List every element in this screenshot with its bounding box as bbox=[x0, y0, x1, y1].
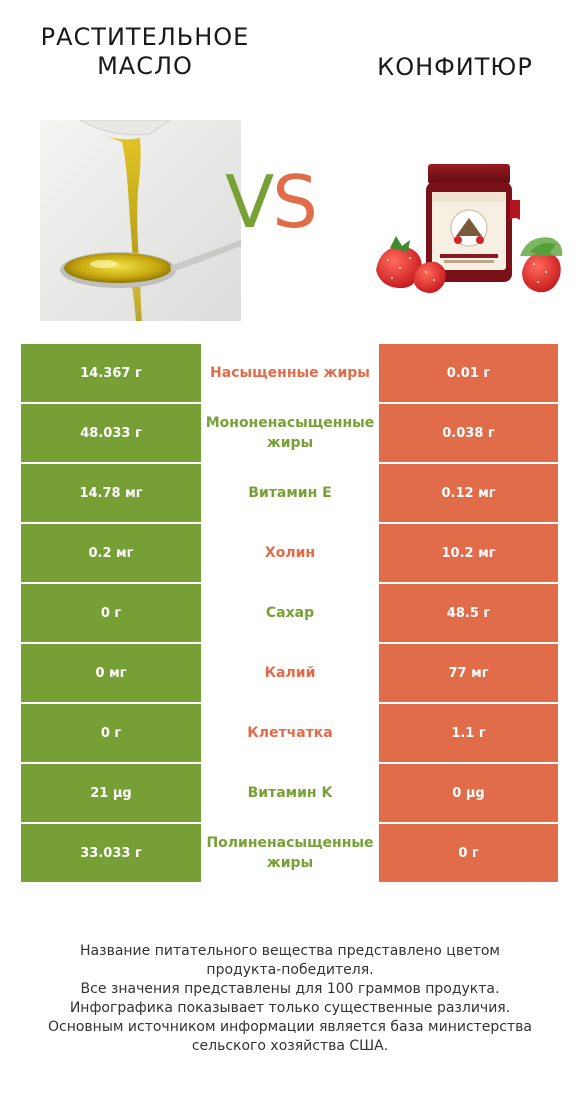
vs-s: S bbox=[272, 160, 318, 244]
right-product-title: КОНФИТЮР bbox=[377, 53, 533, 81]
nutrient-label: Сахар bbox=[265, 605, 315, 621]
table-row: 48.033 г Мононенасыщенные жиры 0.038 г bbox=[21, 404, 558, 462]
table-row: 14.78 мг Витамин E 0.12 мг bbox=[21, 464, 558, 522]
footer-line: Основным источником информации является … bbox=[48, 1019, 532, 1035]
footer-note: Название питательного вещества представл… bbox=[20, 942, 560, 1056]
right-value: 0 µg bbox=[379, 764, 558, 822]
footer-line: продукта-победителя. bbox=[206, 962, 374, 978]
left-value: 14.367 г bbox=[21, 344, 201, 402]
right-value: 0.038 г bbox=[379, 404, 558, 462]
footer-line: Инфографика показывает только существенн… bbox=[69, 1000, 511, 1016]
right-value: 10.2 мг bbox=[379, 524, 558, 582]
left-value: 0 г bbox=[21, 584, 201, 642]
left-value: 0.2 мг bbox=[21, 524, 201, 582]
nutrient-label: Мононенасыщенные жиры bbox=[205, 415, 375, 451]
left-value: 33.033 г bbox=[21, 824, 201, 882]
left-value: 0 мг bbox=[21, 644, 201, 702]
table-row: 0 г Сахар 48.5 г bbox=[21, 584, 558, 642]
table-row: 0.2 мг Холин 10.2 мг bbox=[21, 524, 558, 582]
footer-line: Название питательного вещества представл… bbox=[80, 943, 500, 959]
footer-line: сельского хозяйства США. bbox=[191, 1038, 389, 1054]
left-value: 14.78 мг bbox=[21, 464, 201, 522]
table-row: 33.033 г Полиненасыщенные жиры 0 г bbox=[21, 824, 558, 882]
right-value: 48.5 г bbox=[379, 584, 558, 642]
nutrient-label: Витамин E bbox=[248, 485, 332, 501]
table-row: 14.367 г Насыщенные жиры 0.01 г bbox=[21, 344, 558, 402]
nutrient-label: Клетчатка bbox=[247, 725, 333, 741]
right-value: 0.12 мг bbox=[379, 464, 558, 522]
footer-line: Все значения представлены для 100 граммо… bbox=[80, 981, 500, 997]
right-value: 1.1 г bbox=[379, 704, 558, 762]
right-value: 0.01 г bbox=[379, 344, 558, 402]
comparison-table: 14.367 г Насыщенные жиры 0.01 г 48.033 г… bbox=[21, 344, 558, 884]
left-product-title: РАСТИТЕЛЬНОЕ МАСЛО bbox=[30, 23, 260, 81]
nutrient-label: Насыщенные жиры bbox=[210, 365, 370, 381]
left-title-line1: РАСТИТЕЛЬНОЕ bbox=[40, 23, 250, 51]
right-value: 77 мг bbox=[379, 644, 558, 702]
left-value: 21 µg bbox=[21, 764, 201, 822]
left-value: 48.033 г bbox=[21, 404, 201, 462]
table-row: 21 µg Витамин K 0 µg bbox=[21, 764, 558, 822]
jam-image bbox=[376, 164, 563, 293]
left-value: 0 г bbox=[21, 704, 201, 762]
nutrient-label: Калий bbox=[264, 665, 316, 681]
nutrient-label: Полиненасыщенные жиры bbox=[206, 835, 374, 871]
vegetable-oil-image bbox=[40, 120, 241, 321]
vs-label: VS bbox=[225, 160, 318, 244]
left-title-line2: МАСЛО bbox=[97, 52, 193, 80]
nutrient-label: Холин bbox=[264, 545, 316, 561]
right-value: 0 г bbox=[379, 824, 558, 882]
nutrient-label: Витамин K bbox=[247, 785, 333, 801]
table-row: 0 мг Калий 77 мг bbox=[21, 644, 558, 702]
table-row: 0 г Клетчатка 1.1 г bbox=[21, 704, 558, 762]
vs-v: V bbox=[225, 160, 274, 244]
